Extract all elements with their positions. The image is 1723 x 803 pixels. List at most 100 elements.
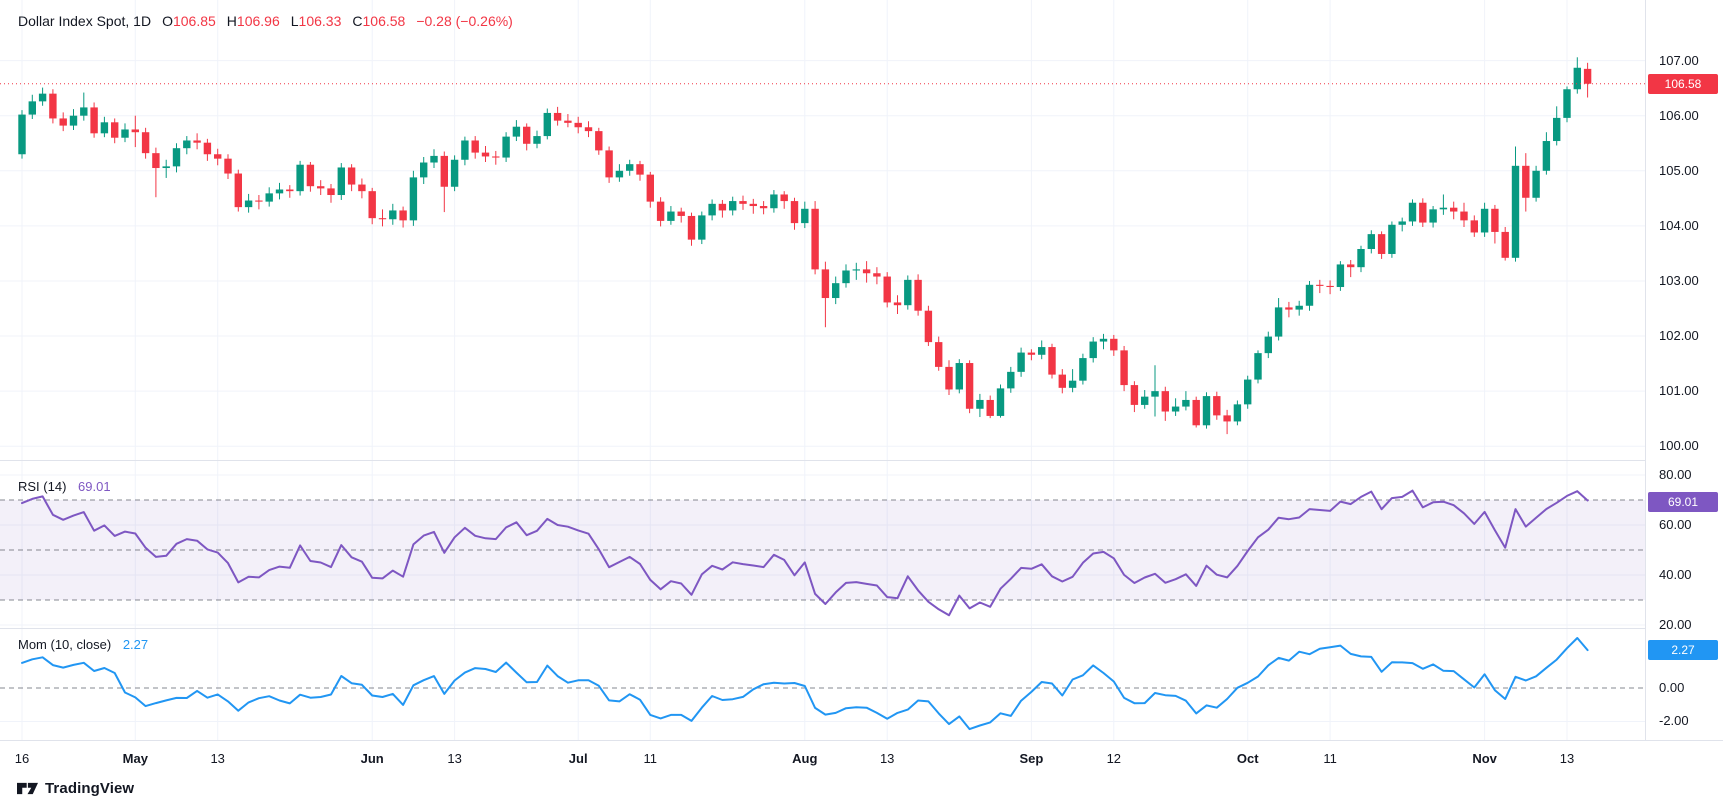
candle-body bbox=[1027, 352, 1036, 355]
candle-body bbox=[255, 200, 263, 202]
candle-body bbox=[698, 215, 706, 240]
candle-body bbox=[399, 210, 407, 221]
candle-body bbox=[1573, 67, 1581, 90]
candle-body bbox=[224, 158, 232, 174]
candle-body bbox=[1388, 224, 1396, 254]
candle-body bbox=[1007, 371, 1015, 389]
candle-body bbox=[38, 93, 47, 102]
candle-body bbox=[1202, 396, 1211, 426]
candle-body bbox=[461, 140, 469, 160]
candle-body bbox=[1254, 353, 1262, 380]
candle-body bbox=[626, 164, 634, 171]
mom-value-badge: 2.27 bbox=[1648, 640, 1718, 661]
candle-body bbox=[935, 342, 943, 367]
candle-body bbox=[945, 366, 953, 390]
time-axis[interactable]: 16 May 13 Jun 13 Jul 11 Aug 13 Sep 12 Oct 11 Nov 13 bbox=[0, 740, 1723, 776]
rsi-legend[interactable]: RSI (14) 69.01 bbox=[18, 478, 111, 496]
rsi-value: 69.01 bbox=[78, 479, 111, 494]
candle-body bbox=[368, 191, 376, 219]
candle-body bbox=[317, 186, 325, 189]
pane-separator[interactable] bbox=[0, 460, 1723, 461]
candle-body bbox=[1048, 347, 1056, 375]
time-axis-label: 13 bbox=[447, 751, 462, 766]
mom-title[interactable]: Mom (10, close) bbox=[18, 637, 112, 652]
candle-body bbox=[543, 112, 551, 137]
candle-body bbox=[1089, 341, 1097, 359]
time-axis-label: Oct bbox=[1236, 751, 1259, 766]
price-axis[interactable]: 106.58 69.01 2.27 107.00 106.00 105.00 104.… bbox=[1645, 0, 1723, 740]
candle-body bbox=[718, 203, 727, 211]
time-axis-label: Aug bbox=[792, 751, 818, 766]
chart-canvas[interactable] bbox=[0, 0, 1645, 740]
tradingview-logo-icon bbox=[17, 782, 38, 795]
candle-body bbox=[481, 152, 490, 157]
candle-body bbox=[1429, 209, 1437, 223]
candle-body bbox=[1470, 220, 1478, 233]
candle-body bbox=[1233, 404, 1242, 422]
candle-body bbox=[1099, 338, 1108, 342]
candle-body bbox=[533, 136, 541, 144]
price-axis-label: 107.00 bbox=[1659, 52, 1699, 68]
time-axis-label: 13 bbox=[210, 751, 225, 766]
candle-body bbox=[1130, 385, 1139, 405]
mom-line bbox=[21, 637, 1589, 731]
candle-body bbox=[450, 159, 459, 187]
price-axis-label: -2.00 bbox=[1659, 713, 1689, 729]
candle-body bbox=[1038, 347, 1046, 355]
candle-body bbox=[1450, 207, 1458, 212]
mom-legend[interactable]: Mom (10, close) 2.27 bbox=[18, 636, 148, 654]
candle-body bbox=[49, 93, 57, 119]
candle-body bbox=[265, 193, 273, 202]
candle-body bbox=[553, 112, 562, 121]
symbol-legend[interactable]: Dollar Index Spot, 1D O106.85 H106.96 L106.… bbox=[18, 12, 513, 30]
candle-body bbox=[924, 310, 933, 343]
candle-body bbox=[244, 200, 253, 208]
candle-body bbox=[347, 167, 356, 185]
candle-body bbox=[862, 269, 871, 274]
candle-body bbox=[1295, 305, 1303, 310]
candle-body bbox=[1439, 207, 1448, 210]
candle-body bbox=[914, 279, 922, 311]
price-axis-label: 104.00 bbox=[1659, 217, 1699, 233]
time-axis-label: Sep bbox=[1019, 751, 1044, 766]
candle-body bbox=[1079, 358, 1087, 381]
tradingview-logo[interactable]: TradingView bbox=[17, 780, 134, 797]
chart-plot-area[interactable] bbox=[0, 0, 1645, 740]
candle-body bbox=[1357, 249, 1365, 268]
candle-body bbox=[821, 269, 830, 299]
candle-body bbox=[18, 114, 26, 155]
candle-body bbox=[358, 184, 366, 192]
price-axis-label: 101.00 bbox=[1659, 383, 1699, 399]
candle-body bbox=[749, 203, 757, 207]
candle-body bbox=[378, 218, 387, 220]
candle-body bbox=[193, 140, 201, 143]
candle-body bbox=[152, 153, 160, 169]
candle-body bbox=[739, 201, 747, 204]
candle-body bbox=[1460, 211, 1468, 221]
candle-body bbox=[656, 201, 665, 221]
candle-body bbox=[770, 194, 778, 209]
candle-body bbox=[986, 399, 994, 416]
price-axis-label: 0.00 bbox=[1659, 680, 1685, 695]
price-axis-label: 102.00 bbox=[1659, 328, 1699, 344]
candle-body bbox=[1223, 415, 1231, 422]
candle-body bbox=[90, 107, 98, 134]
candle-body bbox=[389, 210, 397, 220]
symbol-title[interactable]: Dollar Index Spot, 1D bbox=[18, 13, 152, 29]
candle-body bbox=[275, 189, 284, 194]
candle-body bbox=[1583, 68, 1592, 84]
candle-body bbox=[1017, 352, 1025, 372]
candle-body bbox=[1563, 89, 1571, 118]
candle-body bbox=[677, 211, 685, 216]
candle-body bbox=[832, 283, 840, 299]
candle-body bbox=[1408, 202, 1417, 222]
candle-body bbox=[615, 170, 624, 178]
candle-body bbox=[131, 129, 139, 133]
candle-body bbox=[646, 174, 654, 202]
rsi-title[interactable]: RSI (14) bbox=[18, 479, 67, 494]
pane-separator[interactable] bbox=[0, 628, 1723, 629]
ohlc-open: O106.85 bbox=[162, 13, 216, 29]
candle-body bbox=[1501, 231, 1509, 258]
time-axis-label: Jul bbox=[568, 751, 588, 766]
